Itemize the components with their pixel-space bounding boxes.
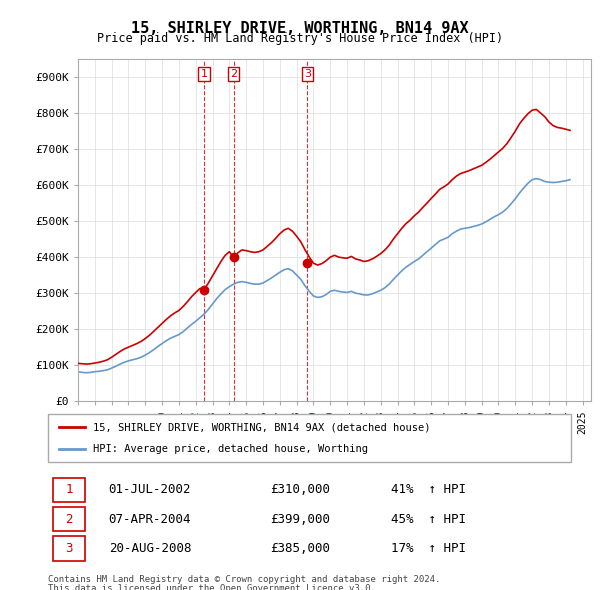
Text: 2: 2	[230, 69, 237, 79]
FancyBboxPatch shape	[53, 478, 85, 502]
Text: Price paid vs. HM Land Registry's House Price Index (HPI): Price paid vs. HM Land Registry's House …	[97, 32, 503, 45]
Text: 1: 1	[200, 69, 208, 79]
Text: £399,000: £399,000	[270, 513, 330, 526]
Text: 1: 1	[65, 483, 73, 496]
Text: 3: 3	[65, 542, 73, 555]
FancyBboxPatch shape	[53, 536, 85, 560]
Text: 20-AUG-2008: 20-AUG-2008	[109, 542, 191, 555]
Text: 01-JUL-2002: 01-JUL-2002	[109, 483, 191, 496]
Text: 3: 3	[304, 69, 311, 79]
Text: HPI: Average price, detached house, Worthing: HPI: Average price, detached house, Wort…	[93, 444, 368, 454]
Text: This data is licensed under the Open Government Licence v3.0.: This data is licensed under the Open Gov…	[48, 584, 376, 590]
Text: 15, SHIRLEY DRIVE, WORTHING, BN14 9AX: 15, SHIRLEY DRIVE, WORTHING, BN14 9AX	[131, 21, 469, 35]
Text: £385,000: £385,000	[270, 542, 330, 555]
Text: 41%  ↑ HPI: 41% ↑ HPI	[391, 483, 466, 496]
Text: 15, SHIRLEY DRIVE, WORTHING, BN14 9AX (detached house): 15, SHIRLEY DRIVE, WORTHING, BN14 9AX (d…	[93, 422, 430, 432]
FancyBboxPatch shape	[53, 507, 85, 532]
Text: 17%  ↑ HPI: 17% ↑ HPI	[391, 542, 466, 555]
Text: £310,000: £310,000	[270, 483, 330, 496]
Text: Contains HM Land Registry data © Crown copyright and database right 2024.: Contains HM Land Registry data © Crown c…	[48, 575, 440, 584]
Text: 2: 2	[65, 513, 73, 526]
Text: 45%  ↑ HPI: 45% ↑ HPI	[391, 513, 466, 526]
Text: 07-APR-2004: 07-APR-2004	[109, 513, 191, 526]
FancyBboxPatch shape	[48, 414, 571, 462]
